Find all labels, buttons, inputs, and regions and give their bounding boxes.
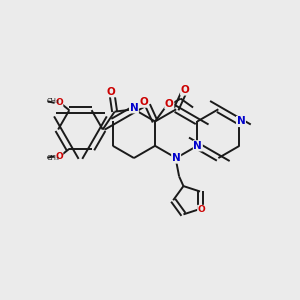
Text: O: O: [107, 87, 116, 97]
Text: CH₃: CH₃: [46, 155, 59, 161]
Text: O: O: [198, 206, 206, 214]
Text: O: O: [181, 85, 189, 95]
Text: N: N: [237, 116, 245, 127]
Text: CH₃: CH₃: [46, 98, 59, 104]
Text: N: N: [172, 153, 181, 163]
Text: O: O: [55, 152, 63, 161]
Text: O: O: [140, 97, 148, 107]
Text: N: N: [194, 141, 202, 151]
Text: O: O: [55, 98, 63, 107]
Text: O: O: [165, 99, 174, 109]
Text: N: N: [130, 103, 138, 113]
